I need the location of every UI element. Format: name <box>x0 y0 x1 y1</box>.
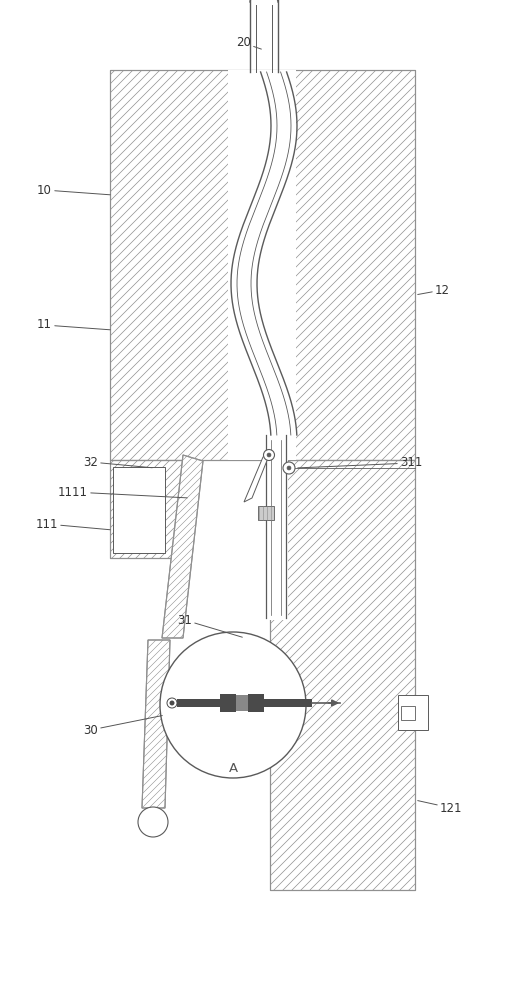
Bar <box>228 70 296 460</box>
Bar <box>220 694 236 712</box>
Text: 311: 311 <box>298 456 422 470</box>
Bar <box>110 70 415 460</box>
Bar <box>401 706 415 720</box>
Bar <box>113 467 165 553</box>
Bar <box>398 695 428 730</box>
Circle shape <box>167 698 177 708</box>
Polygon shape <box>142 640 170 808</box>
Text: 10: 10 <box>37 184 110 196</box>
Bar <box>264 435 288 620</box>
Circle shape <box>287 466 291 470</box>
Bar <box>110 460 190 558</box>
Bar <box>270 460 415 890</box>
Circle shape <box>264 450 275 460</box>
Bar <box>270 460 415 890</box>
Polygon shape <box>162 455 203 638</box>
Text: 32: 32 <box>83 456 152 468</box>
Text: 121: 121 <box>418 801 462 814</box>
Polygon shape <box>244 453 270 502</box>
Bar <box>270 460 415 890</box>
Circle shape <box>267 453 271 457</box>
Polygon shape <box>142 640 170 808</box>
Text: 31: 31 <box>177 613 242 637</box>
Text: 11: 11 <box>37 318 110 332</box>
Circle shape <box>283 462 295 474</box>
Text: 111: 111 <box>35 518 110 530</box>
Text: 30: 30 <box>83 716 162 736</box>
Text: 12: 12 <box>418 284 450 296</box>
Circle shape <box>170 700 174 706</box>
Circle shape <box>138 807 168 837</box>
Bar <box>258 506 274 520</box>
Bar <box>110 70 415 460</box>
Bar <box>236 695 248 711</box>
Circle shape <box>160 632 306 778</box>
Bar <box>177 699 312 707</box>
Bar <box>110 460 190 558</box>
Text: 1111: 1111 <box>58 486 187 498</box>
Text: A: A <box>229 762 238 774</box>
Bar <box>248 694 264 712</box>
Polygon shape <box>162 455 203 638</box>
Text: 20: 20 <box>236 36 262 49</box>
Bar <box>110 460 190 558</box>
Bar <box>110 70 415 460</box>
